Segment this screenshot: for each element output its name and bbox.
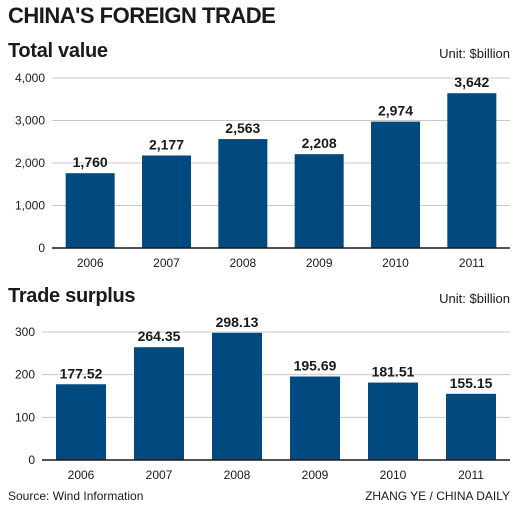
trade-surplus-bar-2011: [446, 393, 496, 460]
trade-surplus-x-tick-label: 2006: [68, 468, 95, 482]
total-value-data-label-2009: 2,208: [302, 135, 337, 151]
total-value-x-tick-label: 2009: [306, 256, 333, 270]
total-value-bar-2006: [65, 173, 115, 248]
trade-surplus-bar-2006: [56, 384, 106, 460]
total-value-bar-2009: [294, 154, 344, 248]
trade-surplus-bar-2009: [290, 376, 340, 460]
total-value-data-label-2008: 2,563: [225, 120, 260, 136]
trade-surplus-unit: Unit: $billion: [439, 291, 510, 306]
trade-surplus-data-label-2009: 195.69: [294, 358, 337, 374]
total-value-y-tick-label: 4,000: [15, 71, 45, 85]
source-note: Source: Wind Information: [8, 489, 144, 503]
trade-surplus-data-label-2011: 155.15: [450, 375, 493, 391]
total-value-x-tick-label: 2007: [153, 256, 180, 270]
total-value-bar-2008: [218, 139, 268, 248]
total-value-x-tick-label: 2010: [382, 256, 409, 270]
trade-surplus-x-tick-label: 2007: [146, 468, 173, 482]
total-value-bar-2011: [447, 93, 497, 248]
total-value-x-tick-label: 2006: [77, 256, 104, 270]
total-value-bar-2007: [142, 155, 191, 248]
main-title: CHINA'S FOREIGN TRADE: [8, 3, 276, 28]
total-value-data-label-2006: 1,760: [73, 154, 108, 170]
trade-surplus-y-tick-label: 0: [28, 453, 35, 467]
trade-surplus-data-label-2010: 181.51: [372, 364, 415, 380]
total-value-y-tick-label: 0: [38, 241, 45, 255]
trade-surplus-bar-2008: [212, 332, 262, 460]
trade-surplus-x-tick-label: 2008: [224, 468, 251, 482]
trade-surplus-x-tick-label: 2010: [380, 468, 407, 482]
trade-surplus-y-tick-label: 300: [15, 325, 35, 339]
total-value-x-tick-label: 2008: [229, 256, 256, 270]
trade-surplus-y-tick-label: 200: [15, 368, 35, 382]
trade-surplus-bar-2007: [134, 347, 184, 460]
trade-surplus-x-tick-label: 2009: [302, 468, 329, 482]
total-value-data-label-2007: 2,177: [149, 136, 184, 152]
trade-surplus-y-tick-label: 100: [15, 410, 35, 424]
total-value-title: Total value: [8, 40, 108, 62]
credit-note: ZHANG YE / CHINA DAILY: [365, 489, 510, 503]
total-value-data-label-2010: 2,974: [378, 103, 413, 119]
trade-surplus-bar-2010: [368, 382, 418, 460]
trade-surplus-data-label-2007: 264.35: [138, 328, 181, 344]
total-value-data-label-2011: 3,642: [454, 74, 489, 90]
total-value-y-tick-label: 2,000: [15, 156, 45, 170]
trade-surplus-title: Trade surplus: [8, 285, 136, 307]
total-value-unit: Unit: $billion: [439, 46, 510, 61]
total-value-y-tick-label: 3,000: [15, 114, 45, 128]
total-value-x-tick-label: 2011: [459, 256, 485, 270]
trade-surplus-data-label-2006: 177.52: [60, 365, 103, 381]
total-value-y-tick-label: 1,000: [15, 199, 45, 213]
trade-surplus-data-label-2008: 298.13: [216, 314, 259, 330]
total-value-bar-2010: [371, 121, 420, 248]
trade-surplus-x-tick-label: 2011: [458, 468, 484, 482]
